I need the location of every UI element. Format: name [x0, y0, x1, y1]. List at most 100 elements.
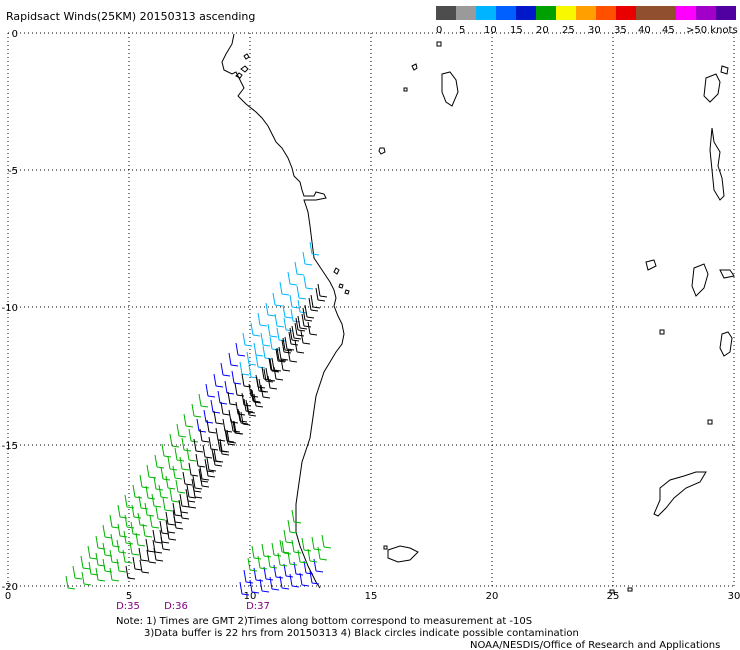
island-h: [441, 71, 459, 107]
wind-barb: [153, 476, 164, 491]
wind-barb: [220, 401, 231, 416]
island-u: [387, 545, 419, 563]
wind-barb: [246, 402, 257, 417]
wind-barb: [239, 581, 250, 596]
island-n: [709, 127, 725, 201]
wind-barb: [307, 321, 318, 336]
longitude-label: 15: [365, 591, 378, 602]
wind-barb: [283, 317, 294, 332]
island-j: [411, 63, 418, 71]
note-line-1: Note: 1) Times are GMT 2)Times along bot…: [116, 616, 532, 627]
legend-swatch: [676, 6, 696, 20]
wind-barb: [271, 542, 282, 557]
wind-barb: [273, 366, 284, 381]
wind-barb: [272, 292, 283, 307]
wind-barb: [278, 346, 289, 361]
wind-barb: [179, 505, 190, 520]
wind-barb: [87, 545, 98, 560]
wind-barb: [276, 347, 287, 362]
wind-barb: [271, 357, 282, 372]
island-f: [344, 289, 350, 295]
wind-barb: [146, 549, 157, 564]
map-title: Rapidsact Winds(25KM) 20150313 ascending: [6, 10, 255, 23]
wind-barb: [289, 573, 300, 588]
wind-barb: [169, 433, 180, 448]
wind-barb: [311, 536, 322, 551]
longitude-label: 10: [244, 591, 257, 602]
legend-swatch: [576, 6, 596, 20]
wind-barb: [309, 241, 320, 256]
wind-barb: [145, 485, 156, 500]
latitude-label: -10: [2, 303, 18, 314]
wind-barb: [186, 494, 197, 509]
latitude-label: 0: [12, 29, 18, 40]
legend-label: 0: [436, 25, 442, 36]
wind-barb: [192, 484, 203, 499]
wind-barb: [228, 352, 239, 367]
wind-barb: [279, 539, 290, 554]
wind-barb: [124, 514, 135, 529]
wind-barb: [179, 493, 190, 508]
wind-barb: [315, 287, 326, 302]
wind-barb: [109, 567, 120, 582]
legend-label: 15: [510, 25, 523, 36]
wind-barb: [217, 390, 228, 405]
legend-swatch: [596, 6, 616, 20]
wind-barb: [80, 555, 91, 570]
wind-barb: [227, 391, 238, 406]
wind-barb: [144, 502, 155, 517]
wind-barb: [289, 294, 300, 309]
wind-barb: [265, 367, 276, 382]
pass-time-label: D:35: [116, 601, 140, 612]
wind-barb: [262, 345, 273, 360]
island-p: [645, 259, 657, 271]
wind-barbs: [65, 241, 332, 596]
wind-barb: [317, 546, 328, 561]
wind-barb: [313, 558, 324, 573]
wind-barb: [125, 565, 136, 580]
legend-label: 20: [536, 25, 549, 36]
wind-barb: [297, 315, 308, 330]
wind-barb: [162, 497, 173, 512]
wind-barb: [208, 436, 219, 451]
wind-barb: [240, 411, 251, 426]
wind-barb: [283, 529, 294, 544]
wind-barb: [253, 567, 264, 582]
longitude-label: 20: [486, 591, 499, 602]
wind-barb: [269, 336, 280, 351]
longitude-label: 5: [126, 591, 132, 602]
wind-barb: [255, 354, 266, 369]
wind-barb: [267, 375, 278, 390]
wind-barb: [249, 579, 260, 594]
wind-barb: [253, 393, 264, 408]
wind-barb: [304, 304, 315, 319]
wind-barb: [169, 488, 180, 503]
wind-barb: [253, 342, 264, 357]
africa-coastline: [221, 33, 345, 589]
legend-label: >50 knots: [686, 25, 738, 36]
island-t: [653, 471, 707, 517]
wind-barb: [203, 409, 214, 424]
wind-barb: [149, 514, 160, 529]
wind-barb: [172, 465, 183, 480]
wind-barb: [65, 575, 76, 590]
wind-barb: [166, 526, 177, 541]
wind-barb: [296, 285, 307, 300]
wind-barb: [123, 530, 134, 545]
legend-swatch: [696, 6, 716, 20]
wind-barb: [176, 423, 187, 438]
wind-barb: [186, 447, 197, 462]
wind-barb: [310, 294, 321, 309]
wind-barb: [287, 271, 298, 286]
latitude-label: -15: [2, 441, 18, 452]
wind-barb: [173, 515, 184, 530]
longitude-label: 25: [607, 591, 620, 602]
pass-time-label: D:36: [164, 601, 188, 612]
wind-barb: [191, 403, 202, 418]
latitude-label: -20: [2, 582, 18, 593]
island-w: [707, 419, 713, 425]
wind-barb: [287, 519, 298, 534]
wind-barb: [295, 317, 306, 332]
island-y: [609, 589, 615, 594]
